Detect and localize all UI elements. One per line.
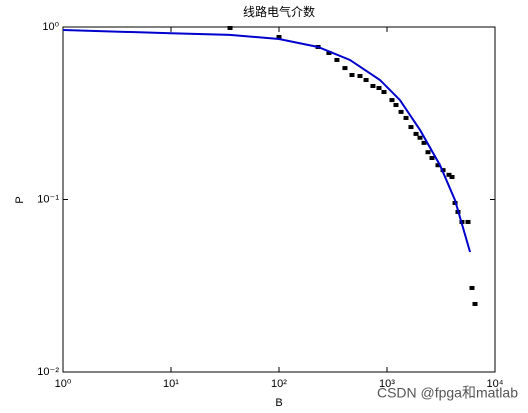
point	[334, 57, 340, 62]
point	[370, 83, 376, 88]
point	[393, 103, 399, 108]
chart-title: 线路电气介数	[243, 4, 315, 19]
point	[469, 285, 475, 290]
point	[435, 163, 441, 168]
point	[408, 125, 414, 130]
plot-frame	[62, 26, 496, 373]
point	[398, 109, 404, 114]
point	[357, 73, 363, 78]
point	[446, 172, 452, 177]
point	[326, 50, 332, 55]
point	[425, 150, 431, 155]
point	[342, 66, 348, 71]
point	[381, 89, 387, 94]
x-tick-label: 10²	[271, 378, 287, 390]
watermark: CSDN @fpga和matlab	[377, 385, 518, 401]
point	[421, 140, 427, 145]
y-axis-label: P	[14, 196, 26, 203]
point	[449, 175, 455, 180]
point	[413, 131, 419, 136]
point	[227, 25, 233, 30]
fit-line	[62, 28, 472, 253]
x-tick-label: 10⁴	[487, 378, 504, 390]
point	[376, 85, 382, 90]
point	[472, 301, 478, 306]
point	[403, 115, 409, 120]
point	[465, 219, 471, 224]
point	[389, 98, 395, 103]
point	[349, 72, 355, 77]
y-tick-label: 10⁻²	[37, 366, 59, 378]
x-tick-label: 10⁰	[55, 378, 72, 390]
x-axis-label: B	[275, 397, 282, 409]
point	[429, 156, 435, 161]
y-tick-label: 10⁰	[42, 21, 59, 33]
point	[417, 135, 423, 140]
y-tick-label: 10⁻¹	[37, 193, 59, 205]
point	[276, 35, 282, 40]
x-tick-label: 10¹	[163, 378, 179, 390]
x-tick-label: 10³	[379, 378, 395, 390]
point	[363, 77, 369, 82]
